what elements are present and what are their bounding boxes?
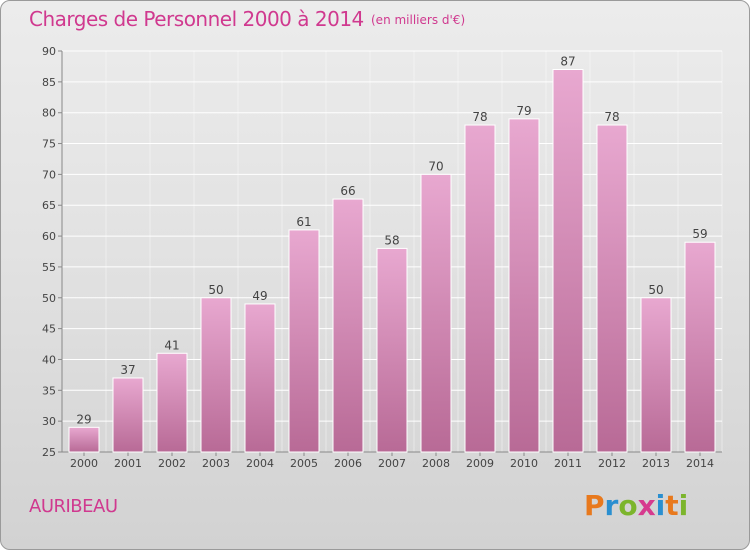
bar-2003 xyxy=(200,297,232,453)
x-tick-label: 2006 xyxy=(334,457,362,470)
x-tick-label: 2012 xyxy=(598,457,626,470)
data-label: 79 xyxy=(516,104,531,118)
bar-2013 xyxy=(640,297,672,453)
data-label: 58 xyxy=(384,233,399,247)
x-tick-label: 2009 xyxy=(466,457,494,470)
x-tick-label: 2008 xyxy=(422,457,450,470)
y-tick-label: 55 xyxy=(42,261,56,274)
chart-subtitle: (en milliers d'€) xyxy=(371,13,466,27)
y-tick-label: 40 xyxy=(42,353,56,366)
data-label: 78 xyxy=(604,110,619,124)
data-labels: 29 37 41 50 49 61 66 58 70 78 79 87 78 50 59 xyxy=(76,55,707,427)
y-tick-label: 80 xyxy=(42,107,56,120)
bar-2005 xyxy=(288,229,320,453)
y-tick-label: 35 xyxy=(42,384,56,397)
y-tick-label: 45 xyxy=(42,323,56,336)
x-tick-label: 2014 xyxy=(686,457,714,470)
data-label: 61 xyxy=(296,215,311,229)
data-label: 50 xyxy=(208,283,223,297)
y-tick-label: 75 xyxy=(42,138,56,151)
data-label: 41 xyxy=(164,338,179,352)
bar-2009 xyxy=(464,124,496,453)
x-tick-label: 2002 xyxy=(158,457,186,470)
bars xyxy=(68,69,716,453)
x-tick-label: 2000 xyxy=(70,457,98,470)
proxiti-logo: Proxiti xyxy=(584,489,689,522)
data-label: 78 xyxy=(472,110,487,124)
y-tick-label: 50 xyxy=(42,292,56,305)
bar-2014 xyxy=(684,241,716,453)
bar-2000 xyxy=(68,426,100,453)
x-tick-label: 2010 xyxy=(510,457,538,470)
bar-2002 xyxy=(156,352,188,453)
y-tick-label: 60 xyxy=(42,230,56,243)
bar-2011 xyxy=(552,69,584,453)
data-label: 49 xyxy=(252,289,267,303)
data-label: 87 xyxy=(560,55,575,69)
data-label: 70 xyxy=(428,159,443,173)
y-tick-label: 25 xyxy=(42,446,56,459)
bar-2012 xyxy=(596,124,628,453)
y-tick-label: 70 xyxy=(42,168,56,181)
x-tick-label: 2011 xyxy=(554,457,582,470)
x-tick-label: 2004 xyxy=(246,457,274,470)
bar-2004 xyxy=(244,303,276,453)
commune-name: AURIBEAU xyxy=(29,496,118,517)
data-label: 66 xyxy=(340,184,355,198)
bar-2010 xyxy=(508,118,540,453)
chart-title: Charges de Personnel 2000 à 2014 xyxy=(29,7,364,31)
axes: 25 30 35 40 45 50 55 60 65 70 75 80 85 90 2000 2001 2002… xyxy=(42,45,722,470)
data-label: 59 xyxy=(692,227,707,241)
bar-2006 xyxy=(332,198,364,453)
y-tick-label: 65 xyxy=(42,199,56,212)
data-label: 50 xyxy=(648,283,663,297)
x-tick-label: 2005 xyxy=(290,457,318,470)
x-tick-label: 2001 xyxy=(114,457,142,470)
data-label: 29 xyxy=(76,412,91,426)
bar-2008 xyxy=(420,173,452,453)
data-label: 37 xyxy=(120,363,135,377)
x-tick-label: 2003 xyxy=(202,457,230,470)
x-tick-label: 2007 xyxy=(378,457,406,470)
bar-2007 xyxy=(376,247,408,453)
y-tick-label: 30 xyxy=(42,415,56,428)
bar-2001 xyxy=(112,377,144,453)
x-tick-label: 2013 xyxy=(642,457,670,470)
y-tick-label: 85 xyxy=(42,76,56,89)
y-tick-label: 90 xyxy=(42,45,56,58)
